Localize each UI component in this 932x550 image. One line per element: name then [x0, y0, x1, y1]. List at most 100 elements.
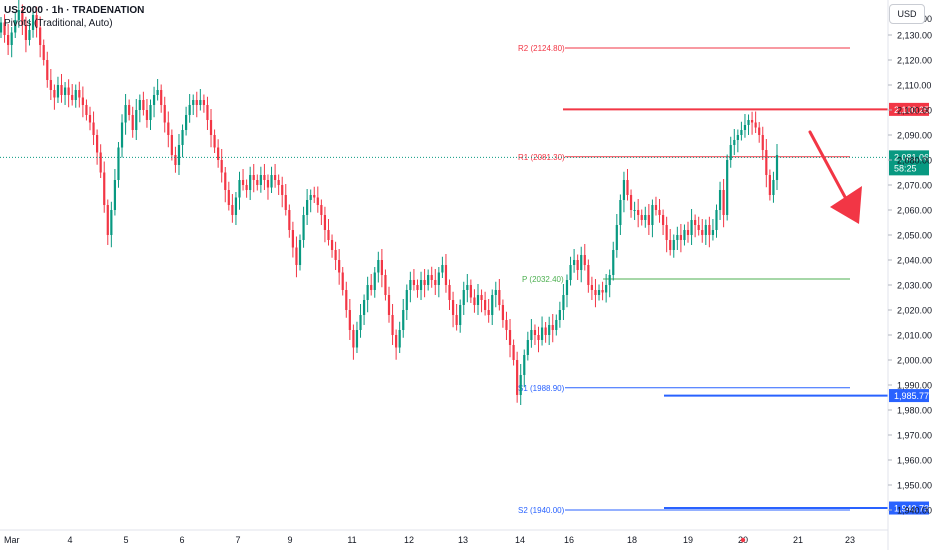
candle-body[interactable]: [462, 290, 465, 305]
candle-body[interactable]: [117, 147, 120, 181]
candle-body[interactable]: [572, 260, 576, 265]
candle-body[interactable]: [53, 90, 56, 98]
candle-body[interactable]: [665, 225, 668, 240]
candle-body[interactable]: [597, 290, 601, 295]
candle-body[interactable]: [722, 190, 725, 215]
candle-body[interactable]: [174, 155, 177, 165]
candle-body[interactable]: [516, 360, 519, 395]
candle-body[interactable]: [661, 215, 665, 225]
candle-body[interactable]: [676, 235, 679, 240]
candle-body[interactable]: [580, 255, 583, 270]
candle-body[interactable]: [444, 265, 448, 285]
candle-body[interactable]: [323, 215, 327, 230]
candle-body[interactable]: [128, 105, 131, 115]
candle-body[interactable]: [775, 155, 779, 180]
candle-body[interactable]: [202, 100, 206, 105]
candle-body[interactable]: [419, 280, 423, 290]
candle-body[interactable]: [405, 290, 408, 310]
candle-body[interactable]: [441, 265, 444, 273]
candle-body[interactable]: [263, 175, 266, 180]
candle-body[interactable]: [327, 230, 330, 240]
candle-body[interactable]: [694, 220, 697, 225]
candle-body[interactable]: [455, 315, 458, 325]
candle-body[interactable]: [49, 80, 52, 90]
candle-body[interactable]: [679, 235, 682, 240]
candle-body[interactable]: [569, 265, 572, 280]
candle-body[interactable]: [395, 335, 398, 348]
candle-body[interactable]: [526, 340, 529, 355]
candle-body[interactable]: [3, 22, 6, 36]
candle-body[interactable]: [256, 180, 259, 185]
candle-body[interactable]: [391, 315, 394, 335]
candle-body[interactable]: [637, 210, 640, 215]
candle-body[interactable]: [355, 330, 359, 348]
candle-body[interactable]: [765, 150, 768, 175]
candle-body[interactable]: [476, 295, 480, 305]
candle-body[interactable]: [380, 260, 383, 275]
candle-body[interactable]: [206, 105, 209, 120]
candle-body[interactable]: [330, 240, 334, 250]
candle-body[interactable]: [551, 325, 554, 330]
candle-body[interactable]: [427, 275, 430, 285]
candle-body[interactable]: [46, 60, 49, 80]
candle-body[interactable]: [56, 85, 60, 98]
candle-body[interactable]: [697, 225, 700, 230]
candle-body[interactable]: [259, 175, 262, 185]
candle-body[interactable]: [430, 275, 433, 280]
candle-body[interactable]: [448, 285, 451, 300]
candle-body[interactable]: [234, 197, 238, 216]
candle-body[interactable]: [626, 180, 629, 195]
candle-body[interactable]: [743, 125, 747, 130]
candle-body[interactable]: [231, 205, 234, 215]
candle-body[interactable]: [772, 180, 775, 195]
candle-body[interactable]: [362, 300, 366, 315]
candle-body[interactable]: [302, 215, 305, 240]
candle-body[interactable]: [733, 140, 736, 145]
candle-body[interactable]: [750, 120, 754, 123]
candle-body[interactable]: [726, 160, 729, 215]
candle-body[interactable]: [651, 205, 654, 225]
candle-body[interactable]: [768, 175, 771, 195]
candle-body[interactable]: [377, 260, 380, 273]
candle-body[interactable]: [633, 210, 636, 211]
candle-body[interactable]: [192, 100, 195, 105]
candle-body[interactable]: [341, 272, 344, 291]
candle-body[interactable]: [747, 120, 750, 125]
candle-body[interactable]: [370, 285, 373, 290]
candle-body[interactable]: [523, 355, 526, 375]
candle-body[interactable]: [142, 100, 145, 110]
candle-body[interactable]: [686, 230, 690, 235]
candle-body[interactable]: [0, 22, 3, 33]
candle-body[interactable]: [106, 205, 109, 235]
candle-body[interactable]: [505, 320, 508, 330]
candle-body[interactable]: [220, 160, 223, 173]
candle-body[interactable]: [348, 310, 351, 330]
candle-body[interactable]: [103, 172, 106, 206]
candle-body[interactable]: [227, 190, 230, 205]
candle-body[interactable]: [466, 285, 469, 290]
candle-body[interactable]: [96, 135, 99, 153]
candle-body[interactable]: [754, 122, 757, 128]
candle-body[interactable]: [519, 375, 522, 395]
candle-body[interactable]: [672, 240, 675, 250]
candle-body[interactable]: [152, 95, 156, 105]
candle-body[interactable]: [565, 280, 569, 295]
candle-body[interactable]: [217, 147, 220, 161]
candle-body[interactable]: [99, 152, 102, 173]
candle-body[interactable]: [345, 290, 348, 310]
candle-body[interactable]: [252, 175, 255, 180]
candle-body[interactable]: [498, 290, 501, 305]
symbol-title[interactable]: US 2000 · 1h · TRADENATION: [4, 5, 145, 16]
candle-body[interactable]: [587, 265, 590, 285]
candle-body[interactable]: [736, 135, 739, 140]
candle-body[interactable]: [708, 225, 711, 235]
candle-body[interactable]: [359, 315, 362, 330]
candle-body[interactable]: [241, 180, 245, 185]
candle-body[interactable]: [701, 230, 704, 235]
candle-body[interactable]: [729, 145, 732, 160]
candle-body[interactable]: [124, 105, 127, 123]
candle-body[interactable]: [298, 240, 302, 265]
candle-body[interactable]: [35, 15, 38, 28]
currency-button[interactable]: USD: [889, 4, 925, 24]
